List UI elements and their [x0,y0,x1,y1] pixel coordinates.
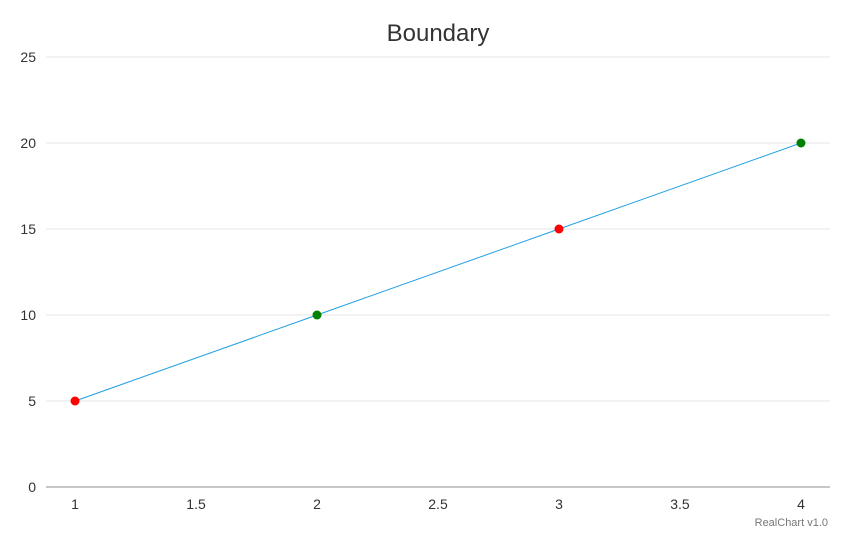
y-tick-label: 10 [20,307,36,323]
x-tick-label: 1 [71,496,79,512]
y-tick-label: 20 [20,135,36,151]
grid-lines [46,56,830,402]
y-tick-label: 25 [20,49,36,65]
series-layer [70,138,806,406]
x-tick-label: 3 [555,496,563,512]
chart-title: Boundary [387,20,490,47]
x-tick-label: 4 [797,496,805,512]
y-axis-ticks: 0 5 10 15 20 25 [20,49,36,495]
x-axis-ticks: 1 1.5 2 2.5 3 3.5 4 [71,496,805,512]
y-tick-label: 0 [28,479,36,495]
data-point[interactable] [70,396,80,406]
data-point[interactable] [554,224,564,234]
y-tick-label: 15 [20,221,36,237]
data-point[interactable] [796,138,806,148]
x-tick-label: 2 [313,496,321,512]
y-tick-label: 5 [28,393,36,409]
credit-label[interactable]: RealChart v1.0 [755,517,828,529]
x-tick-label: 3.5 [670,496,690,512]
x-tick-label: 2.5 [428,496,448,512]
series-line[interactable] [74,142,802,402]
data-point[interactable] [312,310,322,320]
x-tick-label: 1.5 [186,496,206,512]
